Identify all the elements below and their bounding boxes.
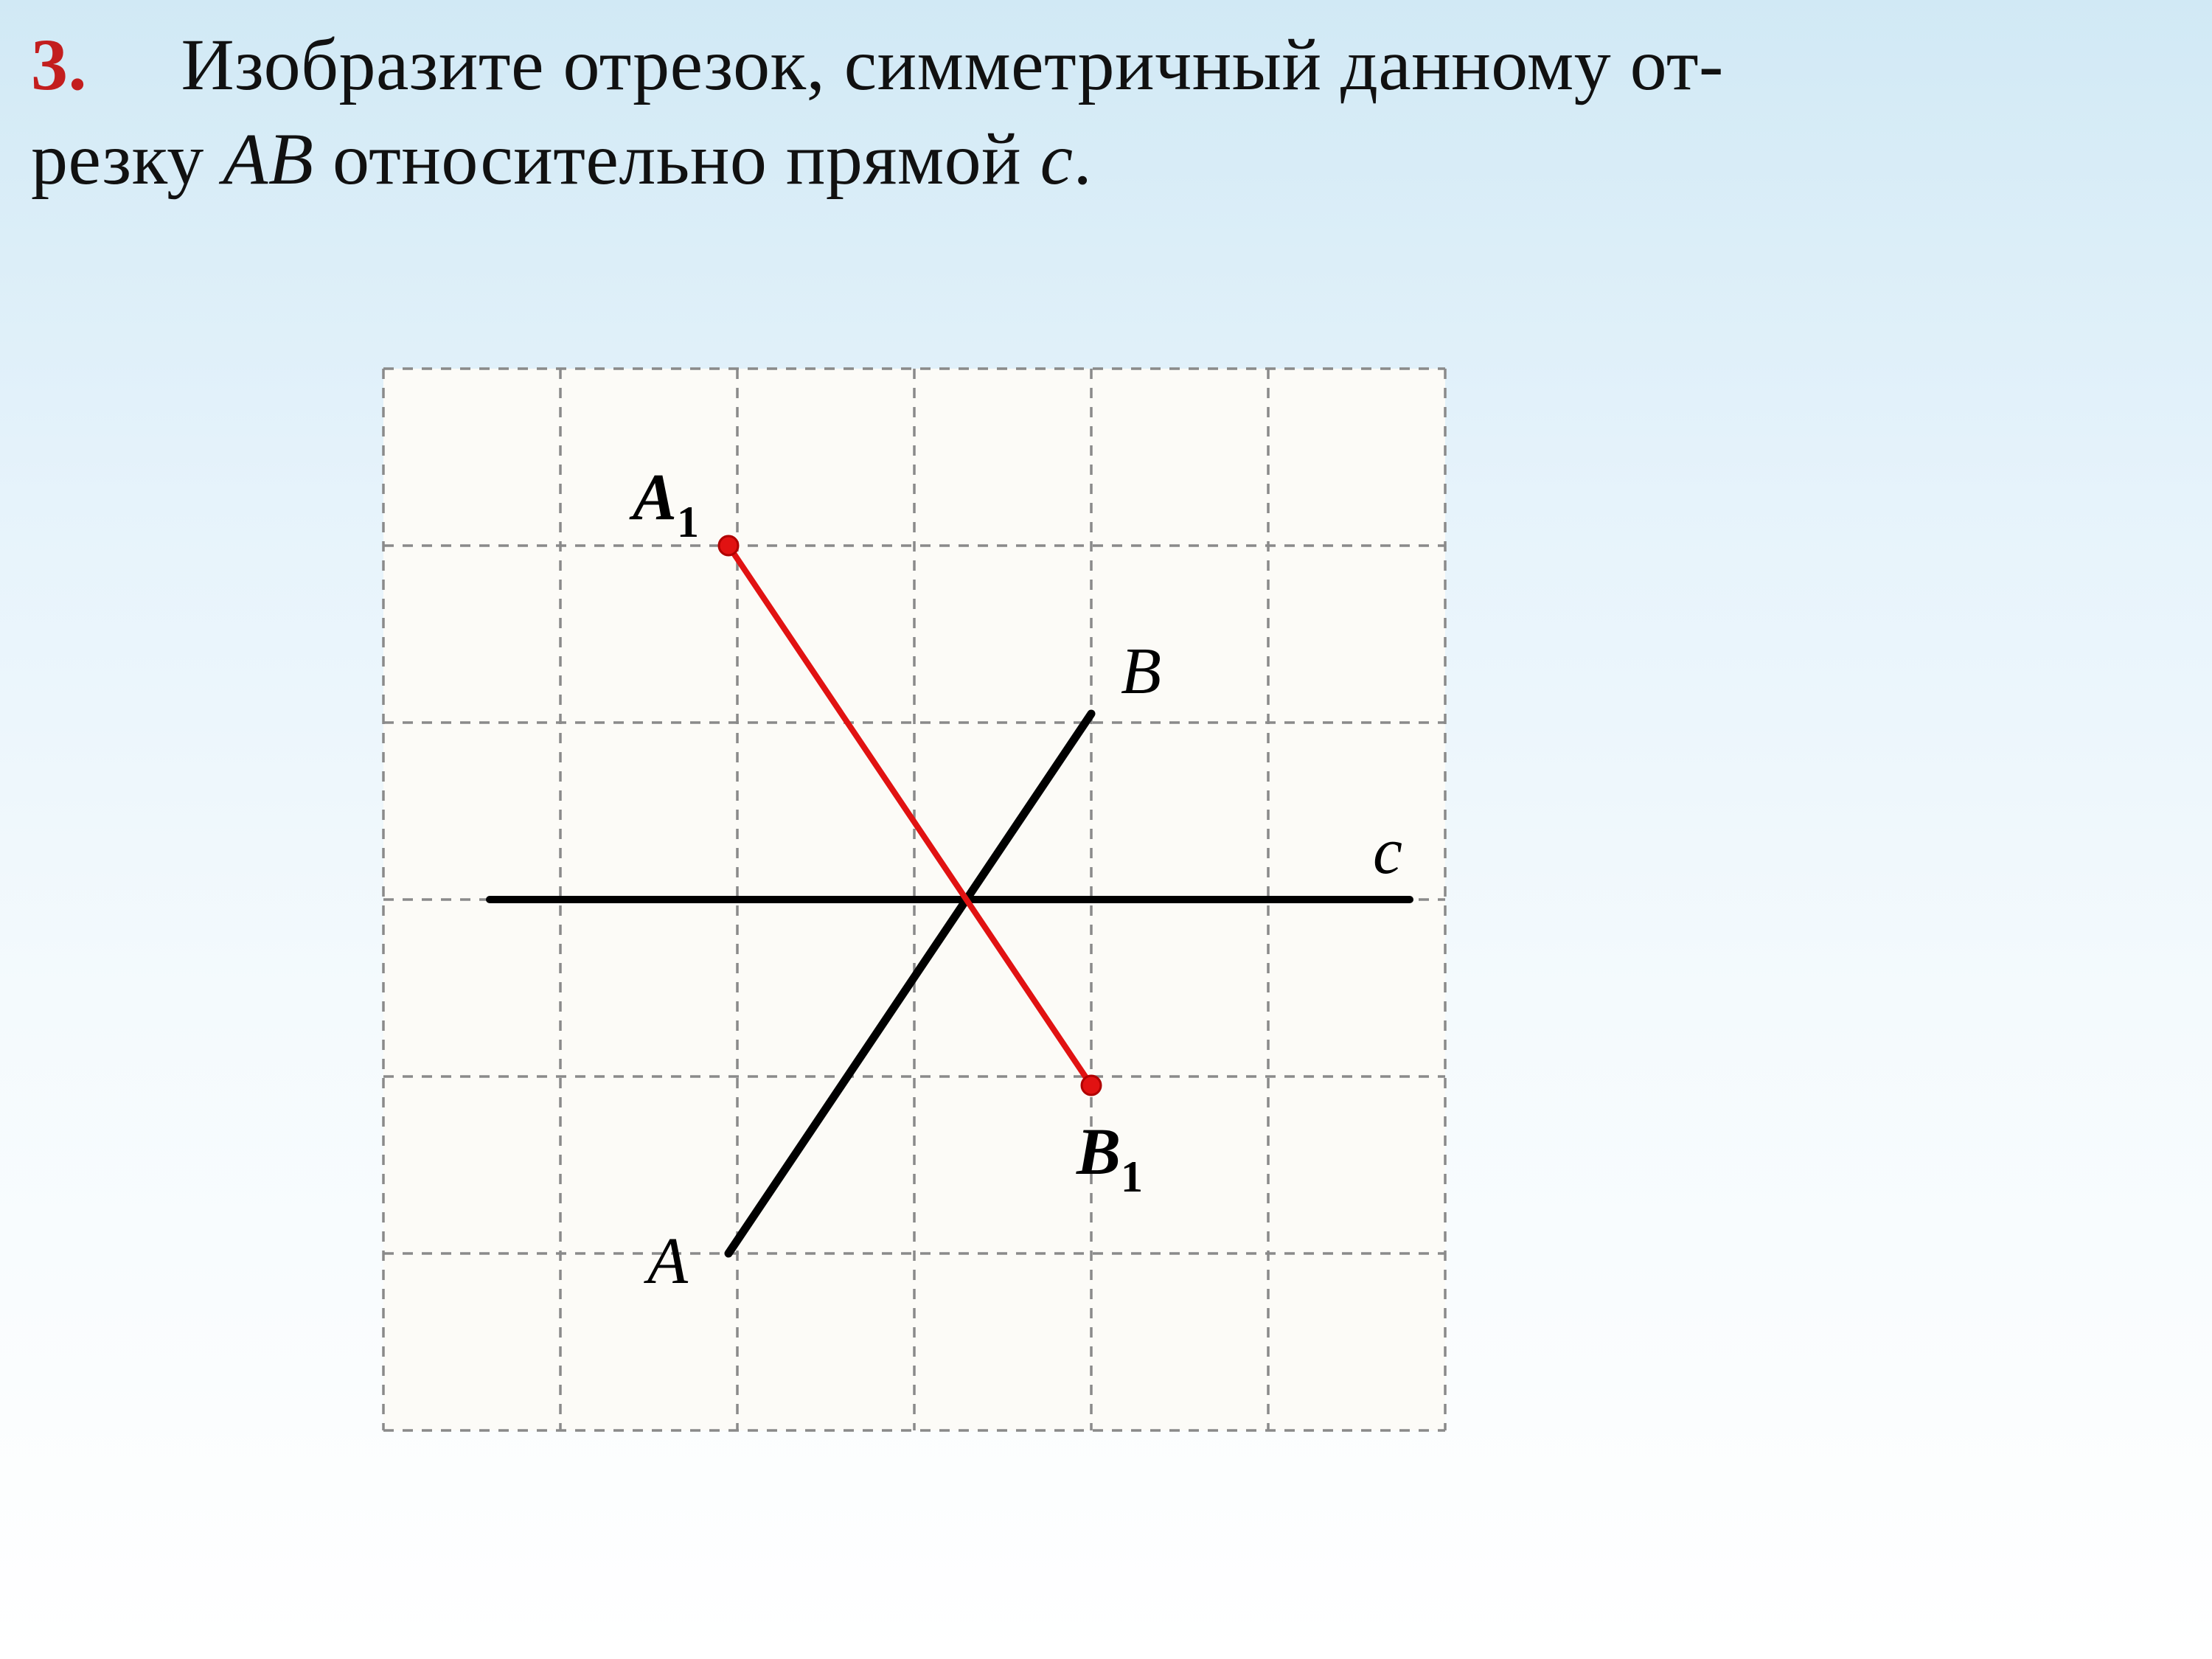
segment-name: AB <box>223 118 313 200</box>
diagram-svg: ABcA1B1 <box>288 273 1541 1526</box>
problem-statement: 3. Изобразите отрезок, симметричный данн… <box>31 18 2190 206</box>
problem-line1: Изобразите отрезок, симметричный данному… <box>181 24 1724 105</box>
problem-number: 3. <box>31 24 87 105</box>
problem-line2c: . <box>1074 118 1093 200</box>
axis-name: c <box>1040 118 1074 200</box>
label-b: B <box>1121 635 1161 708</box>
problem-line2a: резку <box>31 118 223 200</box>
point-a1 <box>719 536 738 555</box>
point-b1 <box>1082 1076 1101 1095</box>
page: 3. Изобразите отрезок, симметричный данн… <box>0 0 2212 1659</box>
diagram: ABcA1B1 <box>288 273 1541 1526</box>
label-c: c <box>1373 815 1402 888</box>
label-a: A <box>644 1225 689 1298</box>
problem-line2b: относительно прямой <box>313 118 1040 200</box>
